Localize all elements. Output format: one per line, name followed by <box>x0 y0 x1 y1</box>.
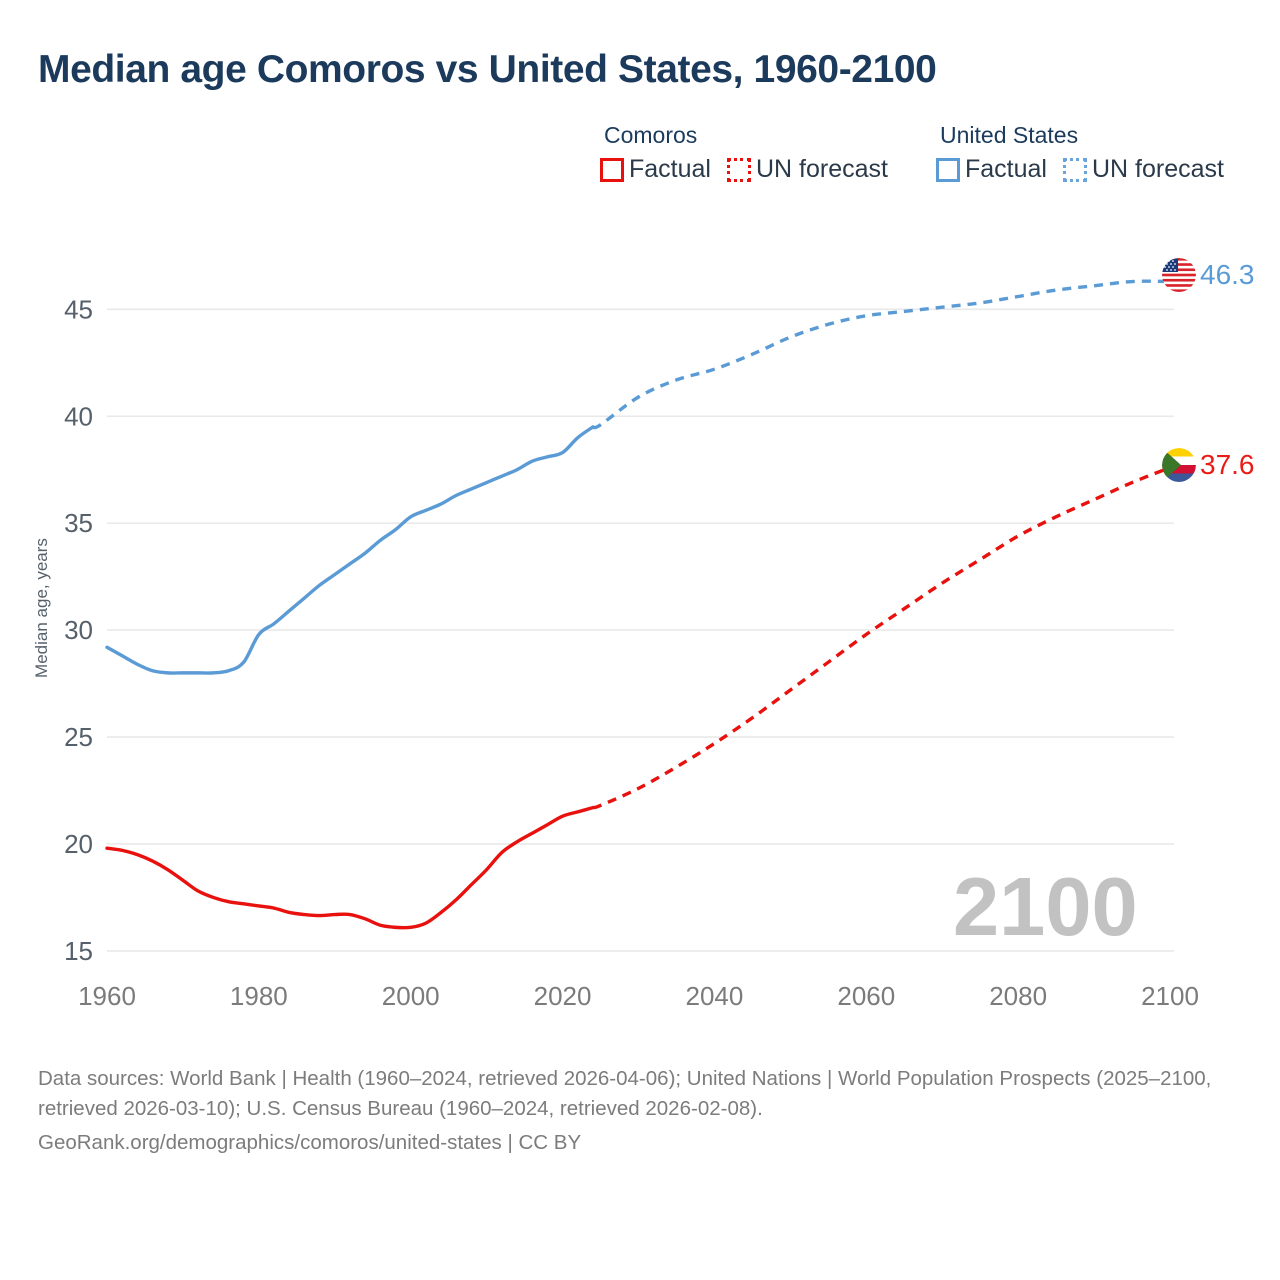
y-tick-label: 20 <box>64 829 93 859</box>
y-tick-label: 15 <box>64 936 93 966</box>
x-tick-label: 2060 <box>837 981 895 1011</box>
legend-item-comoros-forecast[interactable]: UN forecast <box>726 155 888 184</box>
legend-group-comoros: Comoros Factual UN forecast <box>600 122 936 184</box>
legend-swatch-dotted-icon <box>726 157 751 182</box>
y-tick-label: 35 <box>64 508 93 538</box>
legend-item-comoros-factual[interactable]: Factual <box>600 155 711 184</box>
y-tick-label: 25 <box>64 722 93 752</box>
footer: Data sources: World Bank | Health (1960–… <box>38 1064 1216 1158</box>
y-tick-label: 30 <box>64 615 93 645</box>
chart-legend: Comoros Factual UN forecast United State… <box>600 122 1260 184</box>
legend-item-label: UN forecast <box>1091 155 1224 183</box>
legend-country-label: United States <box>940 122 1079 148</box>
series-line-forecast <box>592 465 1171 810</box>
x-tick-label: 2000 <box>382 981 440 1011</box>
legend-country-label: Comoros <box>604 122 698 148</box>
y-axis-tick-labels: 15 20 25 30 35 40 45 <box>64 294 93 966</box>
series-line-forecast <box>592 279 1171 430</box>
chart-series-lines <box>105 279 1171 930</box>
page-title: Median age Comoros vs United States, 196… <box>38 48 937 91</box>
legend-item-label: Factual <box>629 155 711 183</box>
y-axis-label: Median age, years <box>32 538 51 678</box>
end-label-value: 37.6 <box>1200 449 1255 480</box>
legend-swatch-solid-icon <box>600 157 624 182</box>
end-label-value: 46.3 <box>1200 259 1255 290</box>
y-tick-label: 45 <box>64 294 93 324</box>
x-tick-label: 2020 <box>534 981 592 1011</box>
us-flag-icon <box>1162 258 1196 292</box>
x-axis-tick-labels: 1960 1980 2000 2020 2040 2060 2080 2100 <box>78 981 1199 1011</box>
legend-swatch-dotted-icon <box>1062 157 1087 182</box>
x-tick-label: 2040 <box>686 981 744 1011</box>
footer-link[interactable]: GeoRank.org/demographics/comoros/united-… <box>38 1131 582 1155</box>
end-label-united-states: 46.3 <box>1162 258 1255 292</box>
data-sources-text: Data sources: World Bank | Health (1960–… <box>38 1067 1212 1120</box>
legend-item-us-factual[interactable]: Factual <box>936 155 1047 184</box>
series-line-factual <box>105 425 595 675</box>
x-tick-label: 2100 <box>1141 981 1199 1011</box>
comoros-flag-icon <box>1162 448 1196 482</box>
year-watermark: 2100 <box>953 860 1138 953</box>
legend-item-label: UN forecast <box>755 155 888 183</box>
legend-item-us-forecast[interactable]: UN forecast <box>1062 155 1224 184</box>
series-line-factual <box>105 805 595 930</box>
x-tick-label: 1980 <box>230 981 288 1011</box>
x-tick-label: 2080 <box>989 981 1047 1011</box>
legend-item-label: Factual <box>965 155 1047 183</box>
end-label-comoros: 37.6 <box>1162 448 1255 482</box>
chart-gridlines <box>107 308 1174 952</box>
legend-swatch-solid-icon <box>936 157 960 182</box>
x-tick-label: 1960 <box>78 981 136 1011</box>
y-tick-label: 40 <box>64 401 93 431</box>
legend-group-united-states: United States Factual UN forecast <box>936 122 1256 184</box>
